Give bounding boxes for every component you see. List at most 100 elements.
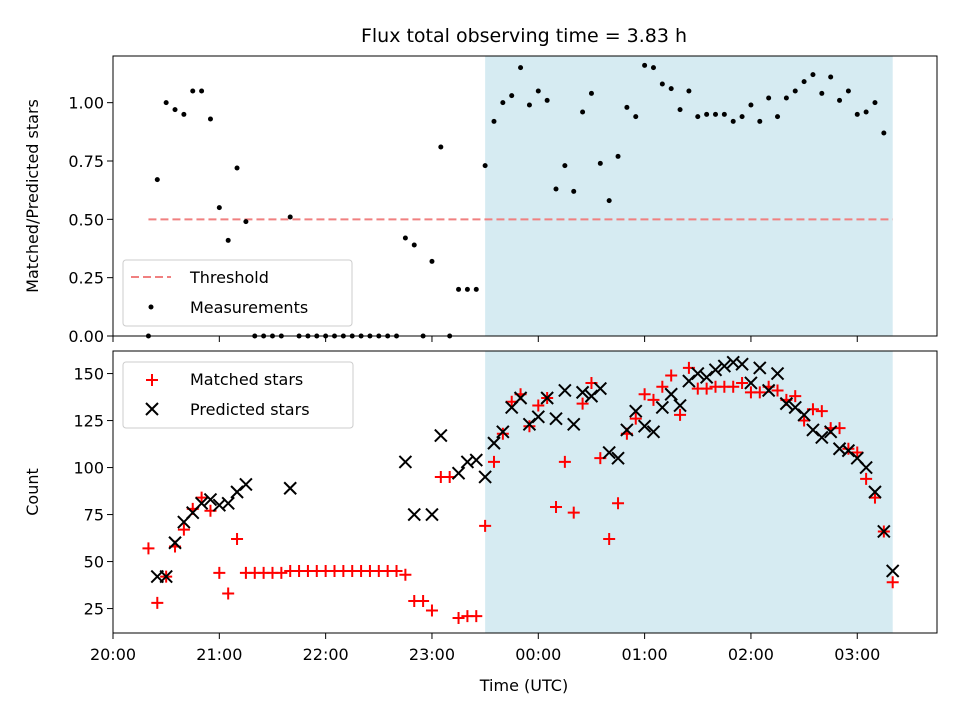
measurements-point (854, 111, 860, 117)
measurements-point (668, 86, 674, 92)
measurements-point (482, 163, 488, 169)
predicted-stars-point (398, 455, 413, 469)
measurements-point (863, 109, 869, 115)
measurements-point (633, 114, 639, 120)
predicted-stars-point (558, 383, 572, 398)
predicted-stars-point (239, 477, 253, 492)
measurements-point (181, 111, 187, 117)
predicted-stars-point (885, 564, 900, 578)
measurements-point (801, 79, 807, 85)
ratio-marks (145, 62, 893, 339)
predicted-stars-point (779, 396, 794, 411)
predicted-stars-point (717, 359, 732, 373)
threshold-legend-label: Threshold (189, 268, 269, 287)
matched-stars-point (815, 405, 828, 418)
predicted-stars-point (602, 445, 616, 460)
measurements-point (216, 205, 222, 211)
x-tick-label: 01:00 (622, 645, 668, 664)
measurements-point (491, 118, 497, 124)
predicted-stars-point (815, 430, 829, 445)
count-legend-box (122, 361, 354, 429)
x-tick-label: 00:00 (515, 645, 561, 664)
matched-stars-point (576, 397, 589, 410)
measurements-point (190, 88, 196, 94)
matched-stars-point (860, 472, 873, 485)
measurements-point (429, 258, 435, 264)
matched-stars-point (647, 393, 660, 406)
measurements-point (402, 235, 408, 241)
predicted-stars-point (575, 385, 590, 400)
count-plot-frame (112, 350, 938, 634)
matched-stars-point (603, 533, 616, 545)
measurements-point (872, 100, 878, 106)
predicted-stars-point (540, 391, 554, 405)
predicted-stars-point (735, 357, 749, 371)
count-axis-ticks: 25 50 75 100 125 150 20:00 21:00 22:00 23:00 00:00… (73, 365, 880, 664)
measurements-point (580, 109, 586, 115)
predicted-stars-point (620, 423, 634, 437)
x-tick-label: 02:00 (728, 645, 774, 664)
measurements-point (606, 198, 612, 204)
matched-stars-point (479, 519, 492, 532)
x-tick-label: 22:00 (303, 645, 349, 664)
predicted-stars-point (425, 507, 439, 522)
matched-stars-point (727, 380, 740, 393)
measurements-point (748, 102, 754, 108)
count-legend[interactable]: Matched stars Predicted stars (122, 361, 354, 429)
ratio-legend-box (122, 259, 353, 327)
predicted-stars-point (549, 411, 563, 426)
predicted-stars-point (221, 496, 235, 510)
measurements-point (234, 165, 240, 171)
measurements-point (473, 286, 479, 292)
x-tick-label: 23:00 (409, 645, 455, 664)
matched-stars-point (567, 506, 580, 519)
measurements-point (456, 286, 462, 292)
predicted-stars-point (531, 410, 545, 424)
measurements-point (845, 88, 851, 94)
measurements-point (172, 107, 178, 113)
predicted-stars-point (496, 425, 510, 439)
measurements-point (526, 102, 532, 108)
matched-stars-point (222, 587, 235, 600)
measurements-point (650, 65, 656, 71)
ratio-legend[interactable]: Threshold Measurements (122, 259, 353, 327)
measurements-point (438, 144, 444, 150)
measurements-point (588, 90, 594, 96)
matched-stars-point (151, 596, 164, 609)
predicted-stars-point (487, 436, 501, 450)
predicted-stars-point (744, 376, 758, 390)
predicted-stars-point (567, 417, 581, 432)
matched-stars-point (452, 611, 465, 624)
measurements-point (704, 111, 710, 117)
matched-stars-point (487, 455, 500, 468)
measurements-point (571, 188, 577, 194)
predicted-stars-point (283, 481, 297, 495)
predicted-stars-point (469, 453, 483, 467)
matched-stars-point (886, 576, 899, 589)
observing-window-shade (485, 56, 893, 336)
predicted-stars-point (168, 536, 182, 550)
ratio-axis-ticks: 0.00 0.25 0.50 0.75 1.00 (68, 94, 858, 346)
ratio-plot-frame (112, 55, 938, 337)
predicted-stars-point (797, 408, 811, 422)
predicted-stars-point (478, 470, 492, 484)
predicted-stars-point (407, 507, 421, 522)
measurements-point (677, 107, 683, 113)
matched-stars-point (231, 533, 244, 545)
predicted-stars-point (877, 524, 891, 539)
matched-stars-point (470, 610, 483, 623)
predicted-stars-point (673, 398, 687, 413)
matched-stars-point (868, 491, 881, 504)
matched-stars-point (558, 455, 571, 468)
matched-stars-point (550, 501, 563, 514)
matched-stars-point (638, 388, 651, 401)
measurements-point (695, 114, 701, 120)
y-tick-label: 0.25 (68, 269, 104, 288)
y-tick-label: 25 (84, 600, 104, 619)
y-tick-label: 50 (84, 553, 104, 572)
predicted-stars-point (691, 366, 705, 381)
predicted-stars-point (708, 363, 723, 377)
measurements-point (721, 111, 727, 117)
measurements-point (615, 153, 621, 159)
